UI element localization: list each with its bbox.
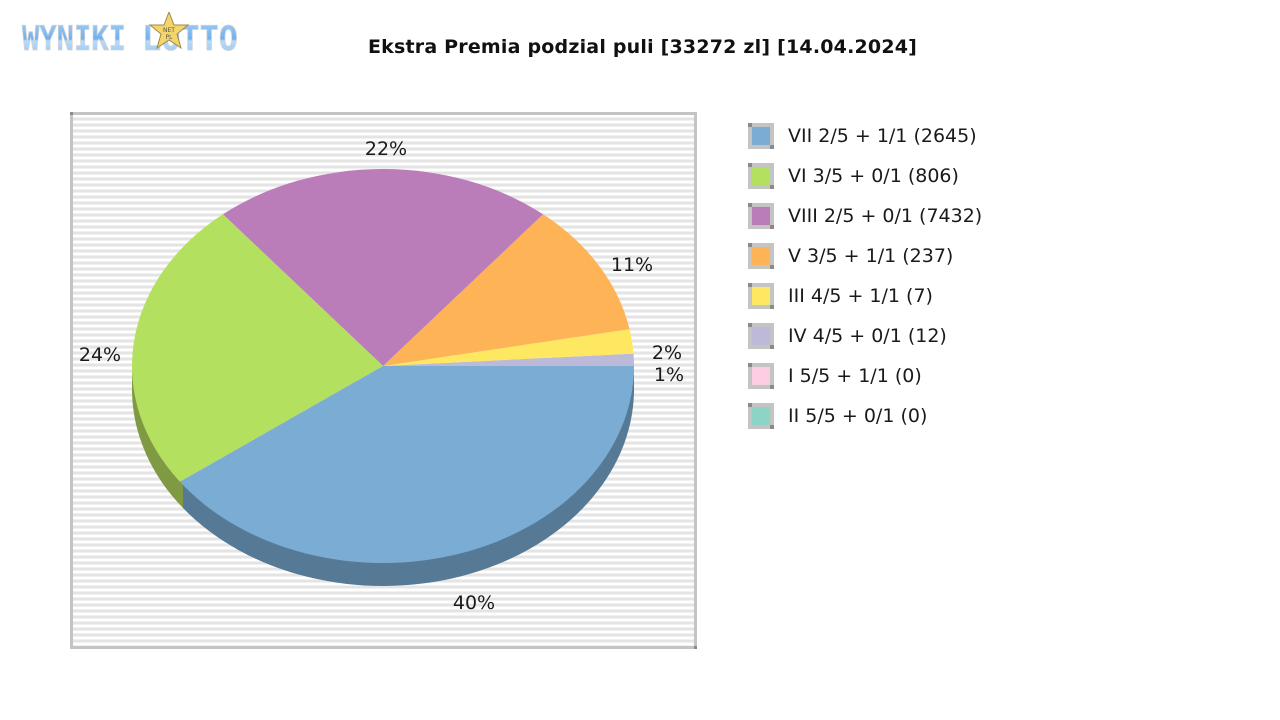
pie-slices (131, 169, 634, 564)
label-orange: 11% (611, 254, 653, 276)
legend-label: III 4/5 + 1/1 (7) (788, 285, 933, 307)
svg-text:PL: PL (166, 34, 174, 41)
legend-swatch (748, 243, 774, 269)
legend-label: V 3/5 + 1/1 (237) (788, 245, 954, 267)
legend-swatch (748, 203, 774, 229)
legend-swatch (748, 323, 774, 349)
label-green: 24% (79, 344, 121, 366)
chart-legend: VII 2/5 + 1/1 (2645) VI 3/5 + 0/1 (806) … (748, 122, 982, 442)
chart-title: Ekstra Premia podzial puli [33272 zl] [1… (367, 36, 918, 58)
wyniki-lotto-logo: WYNIKI LOTTO NET PL (20, 10, 242, 59)
label-yellow: 2% (652, 342, 682, 364)
legend-label: VII 2/5 + 1/1 (2645) (788, 125, 977, 147)
slice-vii (179, 366, 634, 564)
legend-swatch (748, 363, 774, 389)
logo-graphic: WYNIKI LOTTO NET PL (22, 10, 238, 59)
legend-item-v: V 3/5 + 1/1 (237) (748, 242, 982, 282)
slice-percentage-labels: 22% 11% 2% 1% 24% 40% (79, 138, 684, 614)
legend-item-iv: IV 4/5 + 0/1 (12) (748, 322, 982, 362)
legend-item-vii: VII 2/5 + 1/1 (2645) (748, 122, 982, 162)
star-icon: NET PL (148, 10, 190, 50)
pie-3d-sides (132, 366, 634, 586)
legend-label: VIII 2/5 + 0/1 (7432) (788, 205, 983, 227)
legend-label: I 5/5 + 1/1 (0) (788, 365, 922, 387)
slice-iii (383, 329, 634, 366)
slice-v (383, 214, 630, 366)
svg-text:WYNIKI: WYNIKI (22, 19, 126, 58)
legend-item-i: I 5/5 + 1/1 (0) (748, 362, 982, 402)
legend-label: IV 4/5 + 0/1 (12) (788, 325, 947, 347)
legend-item-viii: VIII 2/5 + 0/1 (7432) (748, 202, 982, 242)
legend-swatch (748, 283, 774, 309)
legend-item-vi: VI 3/5 + 0/1 (806) (748, 162, 982, 202)
label-purple: 22% (365, 138, 407, 160)
legend-swatch (748, 123, 774, 149)
pie-chart: 22% 11% 2% 1% 24% 40% (70, 112, 697, 649)
legend-item-ii: II 5/5 + 0/1 (0) (748, 402, 982, 442)
legend-swatch (748, 403, 774, 429)
slice-iv (383, 353, 634, 366)
label-blue: 40% (453, 592, 495, 614)
svg-text:NET: NET (163, 27, 175, 34)
slice-vi (131, 214, 383, 482)
legend-swatch (748, 163, 774, 189)
plot-area: 22% 11% 2% 1% 24% 40% (70, 112, 697, 649)
legend-label: VI 3/5 + 0/1 (806) (788, 165, 959, 187)
label-lavender: 1% (654, 364, 684, 386)
legend-item-iii: III 4/5 + 1/1 (7) (748, 282, 982, 322)
legend-label: II 5/5 + 0/1 (0) (788, 405, 928, 427)
slice-viii (222, 169, 544, 366)
